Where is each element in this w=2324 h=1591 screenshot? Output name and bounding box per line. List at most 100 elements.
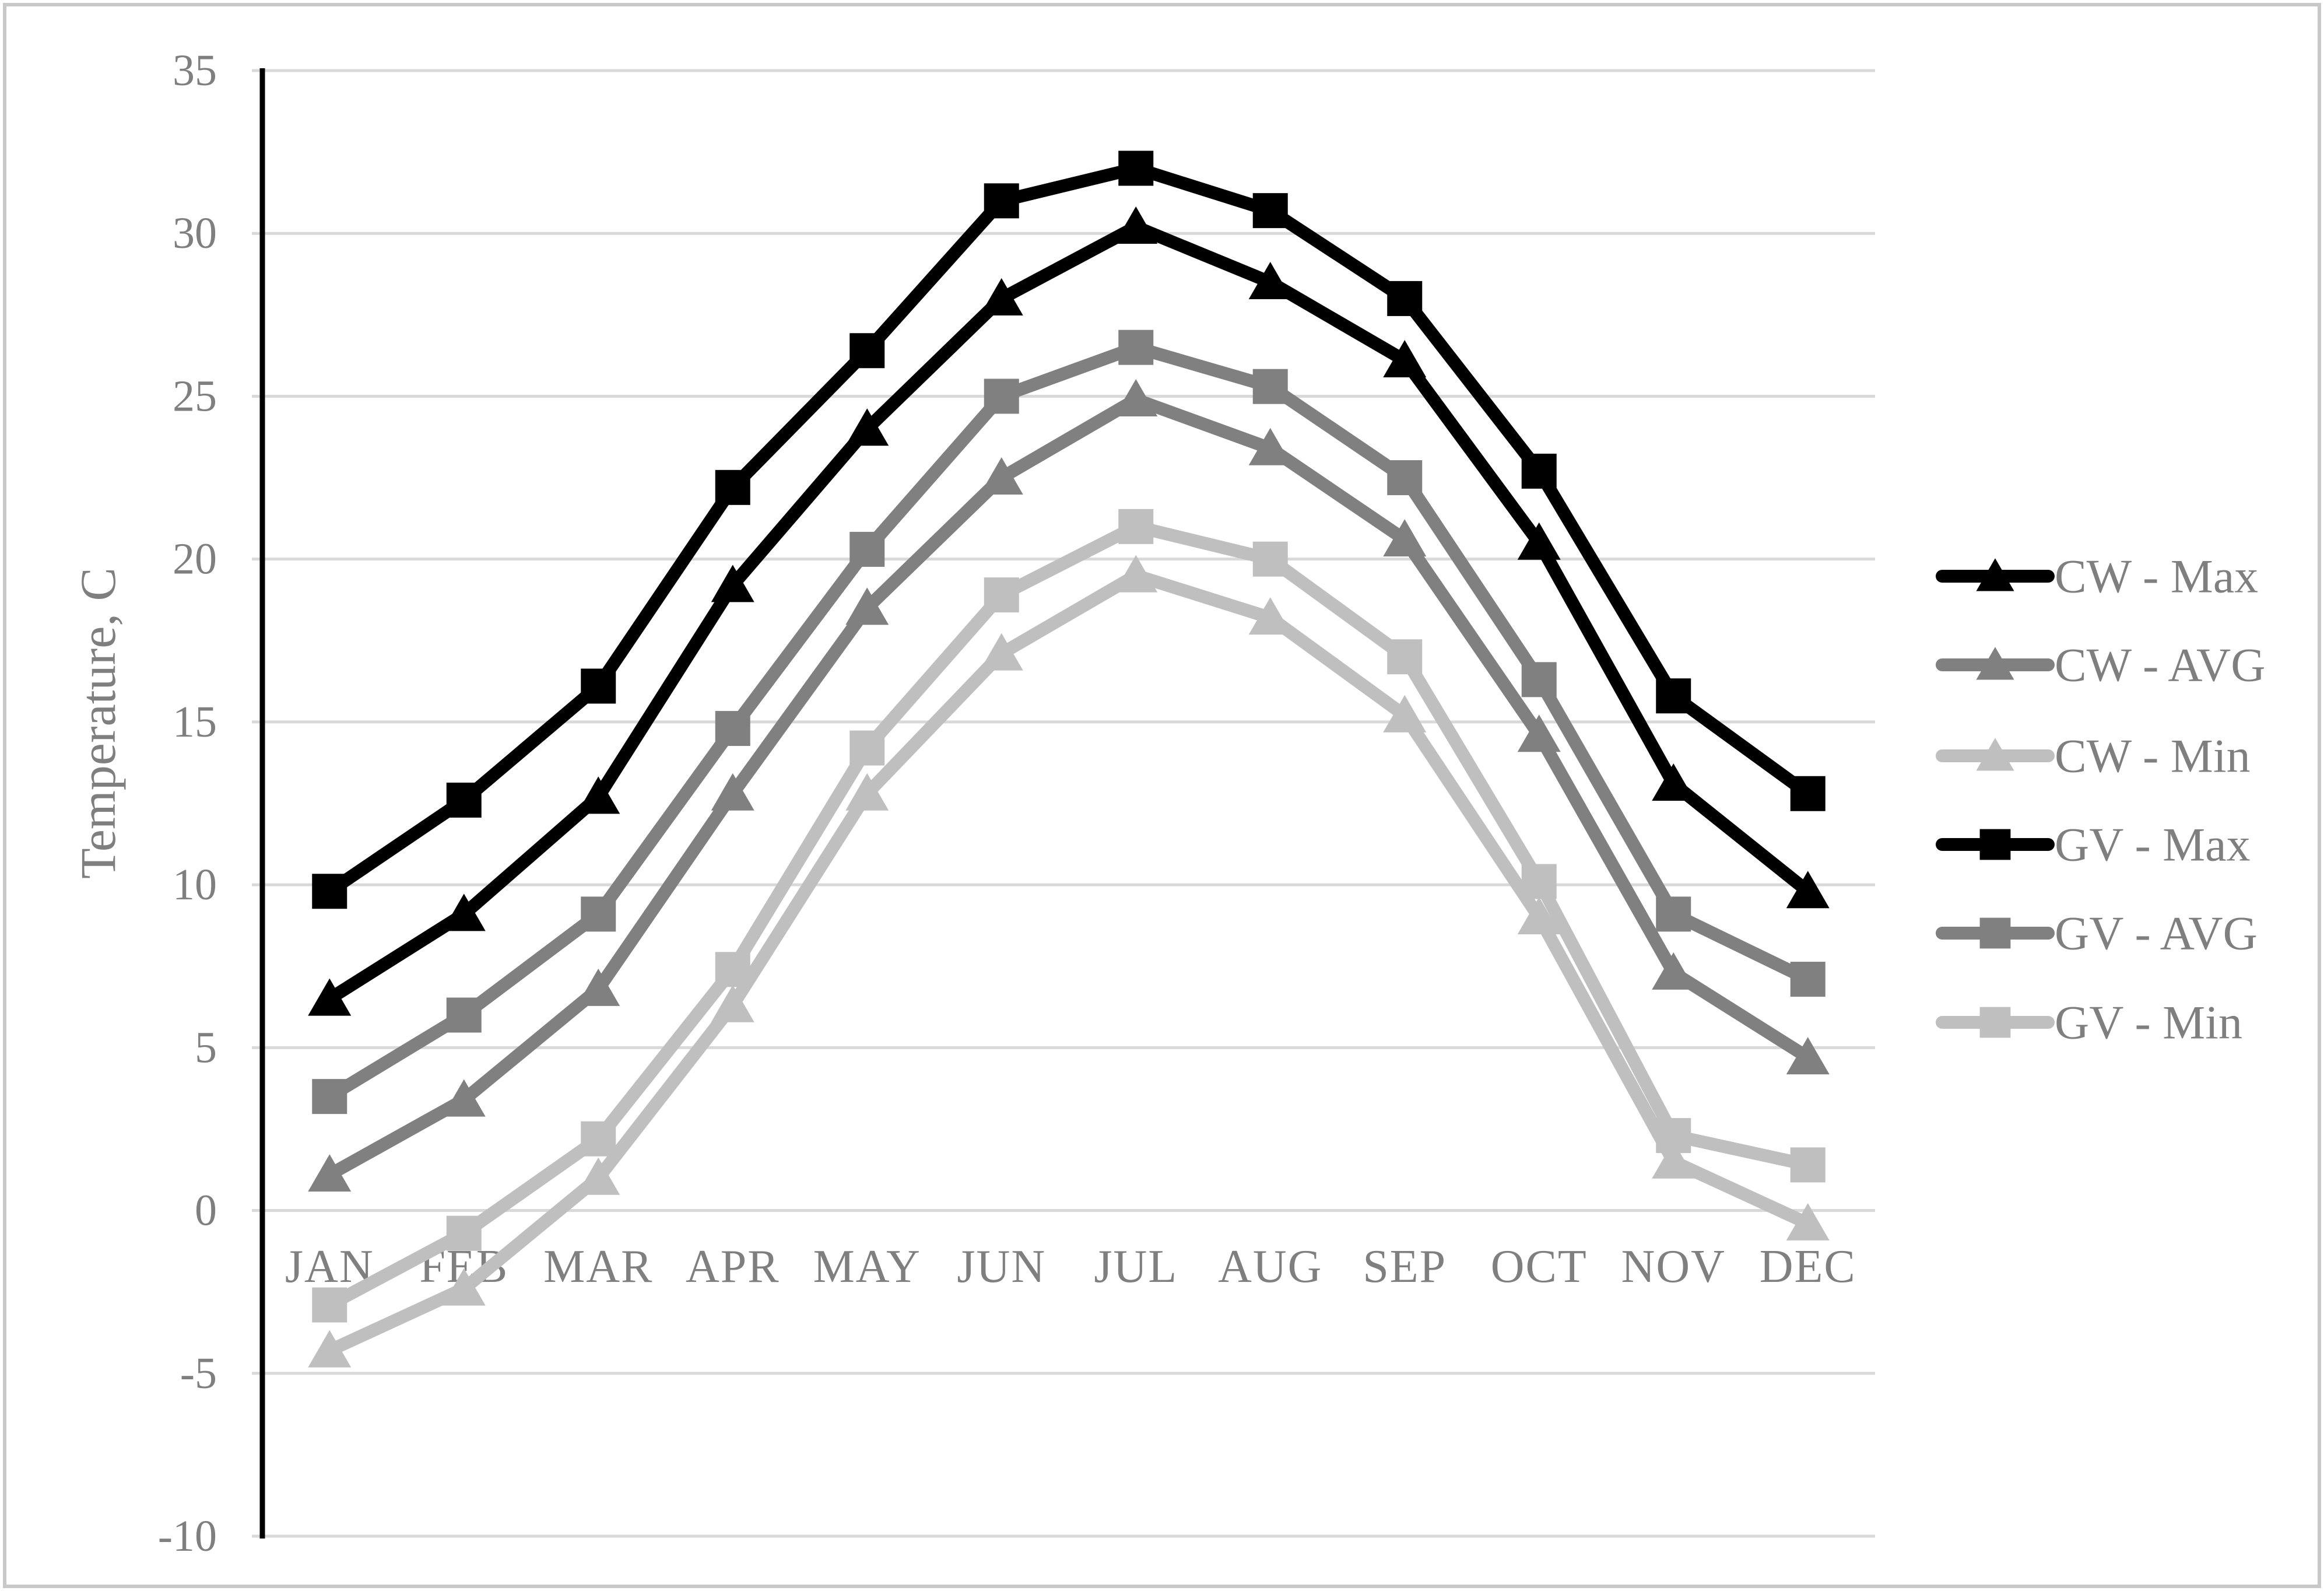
y-tick-label-20: 20	[173, 535, 217, 584]
data-point-FEB	[446, 782, 482, 818]
series-GV-Max	[312, 150, 1826, 909]
x-category-label-OCT: OCT	[1491, 1241, 1588, 1292]
series-line	[323, 162, 1814, 898]
y-tick-label-0: 0	[195, 1186, 217, 1235]
data-point-FEB	[446, 997, 482, 1033]
data-point-DEC	[1786, 871, 1830, 909]
x-category-label-SEP: SEP	[1363, 1241, 1447, 1292]
data-point-MAR	[581, 1121, 616, 1157]
data-point-MAR	[577, 1157, 620, 1195]
data-point-JAN	[312, 1079, 347, 1115]
data-point-JUN	[984, 379, 1019, 414]
data-point-MAY	[849, 730, 885, 766]
data-point-JAN	[308, 978, 352, 1016]
legend-triangle-icon	[1976, 558, 2014, 591]
data-point-FEB	[442, 893, 486, 931]
data-point-MAR	[577, 968, 620, 1006]
legend-label: CW - Max	[2055, 550, 2258, 603]
legend-triangle-icon	[1976, 647, 2014, 680]
data-point-SEP	[1383, 340, 1427, 378]
data-point-MAY	[845, 587, 889, 625]
series-CW-Min	[308, 555, 1830, 1368]
legend-square-icon	[1979, 829, 2011, 860]
series-CW-Max	[308, 206, 1830, 1016]
series-GV-AVG	[312, 330, 1826, 1115]
y-tick-label--10: -10	[158, 1512, 217, 1561]
legend-item-GV-Min: GV - Min	[1936, 996, 2242, 1049]
data-point-FEB	[442, 1079, 486, 1117]
data-point-AUG	[1248, 597, 1292, 635]
data-point-JUN	[980, 633, 1023, 671]
data-point-OCT	[1517, 714, 1561, 752]
data-point-MAY	[845, 773, 889, 811]
legend-label: GV - Max	[2055, 818, 2251, 871]
data-point-APR	[715, 711, 750, 747]
series-line	[323, 393, 1814, 1182]
data-point-JUL	[1114, 555, 1158, 593]
x-category-label-DEC: DEC	[1760, 1241, 1856, 1292]
data-point-SEP	[1387, 460, 1423, 496]
data-point-JUN	[984, 577, 1019, 613]
y-tick-label-25: 25	[173, 372, 217, 420]
y-tick-label-15: 15	[173, 698, 217, 747]
data-point-JUN	[984, 183, 1019, 219]
x-category-label-AUG: AUG	[1218, 1241, 1322, 1292]
data-point-NOV	[1656, 678, 1691, 714]
data-point-OCT	[1521, 453, 1557, 489]
data-point-NOV	[1656, 896, 1691, 932]
legend-item-CW-Min: CW - Min	[1936, 730, 2251, 783]
y-tick-label-30: 30	[173, 209, 217, 258]
x-category-label-JUN: JUN	[957, 1241, 1046, 1292]
data-point-AUG	[1252, 369, 1288, 404]
data-point-APR	[711, 773, 754, 811]
y-axis-title: Temperature, C	[70, 567, 126, 879]
data-point-AUG	[1248, 427, 1292, 465]
data-point-MAY	[845, 408, 889, 446]
data-point-JUN	[980, 457, 1023, 495]
data-point-JUL	[1114, 379, 1158, 417]
data-point-DEC	[1790, 962, 1826, 997]
data-point-MAR	[577, 776, 620, 814]
data-point-DEC	[1786, 1203, 1830, 1240]
image-border	[3, 3, 2321, 1588]
data-point-OCT	[1521, 662, 1557, 698]
x-category-label-APR: APR	[686, 1241, 780, 1292]
x-category-label-MAR: MAR	[543, 1241, 653, 1292]
series-line	[323, 341, 1814, 1103]
data-point-APR	[711, 984, 754, 1022]
data-point-SEP	[1387, 639, 1423, 675]
legend-item-CW-Max: CW - Max	[1936, 550, 2258, 603]
legend-square-icon	[1979, 1007, 2011, 1038]
legend: CW - Max CW - AVG CW - Min GV - Max GV - AVG…	[1936, 550, 2265, 1049]
data-point-APR	[715, 469, 750, 505]
x-category-label-MAY: MAY	[813, 1241, 921, 1292]
data-point-OCT	[1517, 896, 1561, 934]
x-category-label-JUL: JUL	[1094, 1241, 1178, 1292]
y-tick-label--5: -5	[180, 1349, 217, 1398]
data-point-DEC	[1790, 776, 1826, 811]
data-point-FEB	[446, 1215, 482, 1251]
data-point-SEP	[1383, 695, 1427, 733]
data-point-JUL	[1118, 330, 1154, 365]
data-point-NOV	[1652, 763, 1695, 801]
gridlines	[252, 69, 1875, 1538]
data-point-JAN	[308, 1154, 352, 1192]
series-line	[323, 520, 1814, 1312]
data-point-MAR	[581, 668, 616, 704]
data-point-SEP	[1387, 281, 1423, 316]
data-point-JAN	[312, 874, 347, 909]
legend-item-GV-Max: GV - Max	[1936, 818, 2251, 871]
y-axis-tick-labels: 35 30 25 20 15 10 5 0 -5 -10	[158, 46, 217, 1561]
data-point-DEC	[1790, 1147, 1826, 1183]
series-CW-AVG	[308, 379, 1830, 1192]
data-point-OCT	[1517, 522, 1561, 560]
legend-triangle-icon	[1976, 738, 2014, 771]
data-point-NOV	[1652, 1141, 1695, 1179]
data-point-AUG	[1252, 193, 1288, 229]
data-point-DEC	[1786, 1037, 1830, 1075]
data-point-AUG	[1248, 261, 1292, 299]
data-point-MAR	[581, 896, 616, 932]
data-point-JUL	[1118, 509, 1154, 544]
